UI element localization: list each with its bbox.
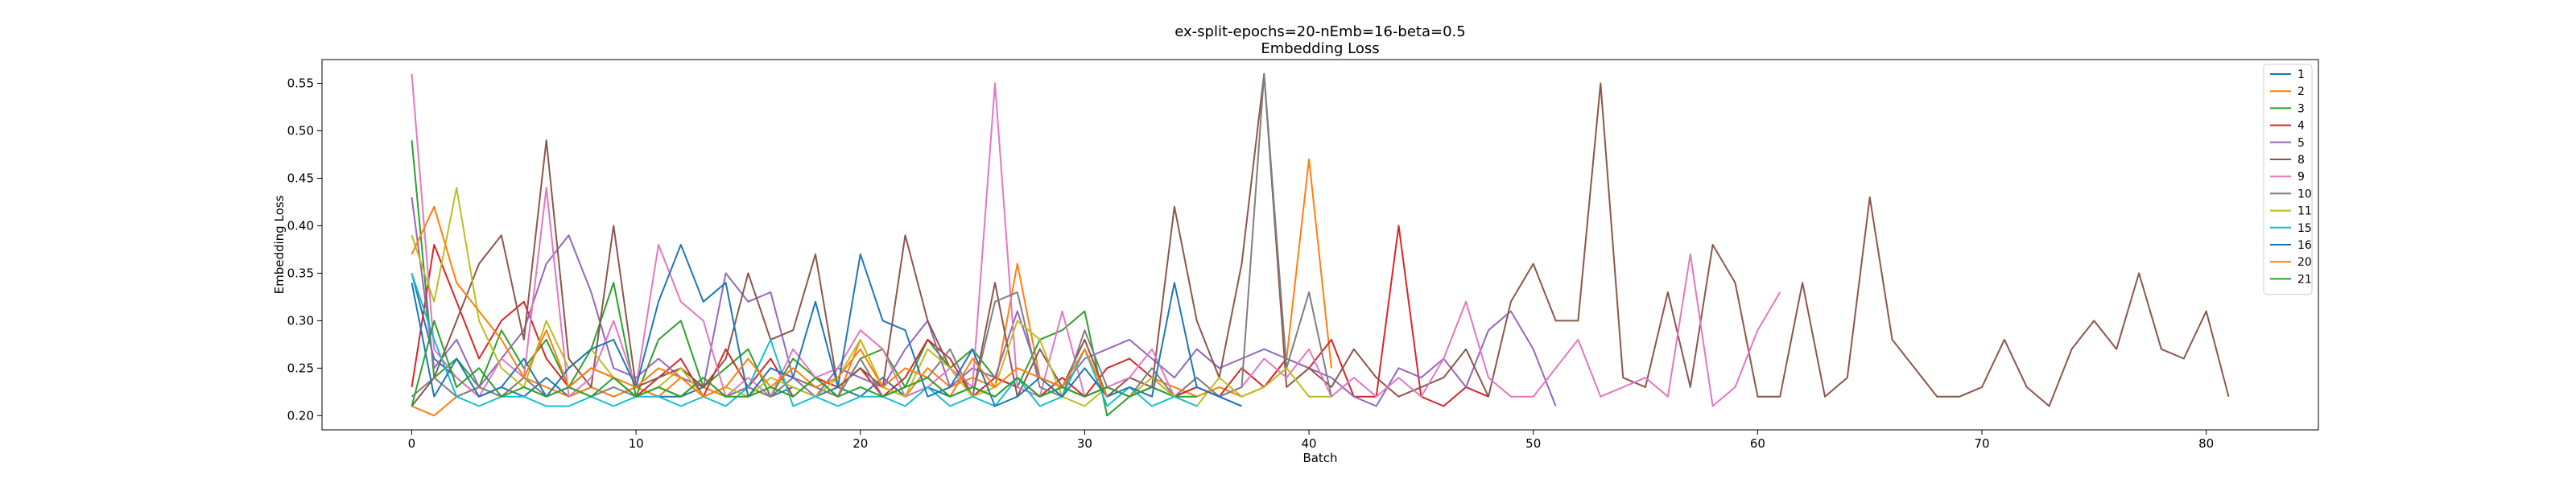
series-line-16 <box>411 244 1242 407</box>
y-tick-label: 0.25 <box>287 361 314 375</box>
x-tick-label: 10 <box>629 436 644 451</box>
legend: 1 2 3 4 5 8 9 10 11 15 16 20 21 <box>2263 64 2313 295</box>
legend-frame <box>2263 64 2313 295</box>
series-line-20 <box>411 205 1108 398</box>
x-tick-label: 30 <box>1077 436 1092 451</box>
y-tick-label: 0.35 <box>287 266 314 280</box>
chart-subtitle: Embedding Loss <box>1261 40 1379 57</box>
y-tick-label: 0.20 <box>287 408 314 423</box>
y-tick-label: 0.50 <box>287 123 314 138</box>
legend-label: 21 <box>2297 273 2312 286</box>
x-tick-label: 80 <box>2198 436 2214 451</box>
legend-label: 11 <box>2297 205 2312 218</box>
x-tick-label: 50 <box>1525 436 1541 451</box>
legend-label: 9 <box>2297 171 2305 184</box>
legend-label: 5 <box>2297 137 2305 150</box>
y-tick-label: 0.40 <box>287 218 314 233</box>
chart-title: ex-split-epochs=20-nEmb=16-beta=0.5 <box>1174 23 1465 40</box>
x-tick-label: 70 <box>1974 436 1989 451</box>
x-axis-label: Batch <box>1302 451 1337 465</box>
legend-label: 1 <box>2297 68 2305 81</box>
legend-label: 8 <box>2297 154 2305 167</box>
plot-area-frame <box>321 59 2319 431</box>
x-tick-label: 40 <box>1302 436 1317 451</box>
series-line-21 <box>411 320 1153 407</box>
legend-label: 16 <box>2297 239 2312 252</box>
y-tick-label: 0.55 <box>287 76 314 90</box>
legend-label: 4 <box>2297 120 2305 133</box>
x-tick-label: 20 <box>852 436 868 451</box>
y-axis: 0.20 0.25 0.30 0.35 0.40 0.45 0.50 0.55 <box>287 76 322 423</box>
series-line-9 <box>411 73 1781 407</box>
legend-label: 2 <box>2297 85 2305 98</box>
x-tick-label: 60 <box>1750 436 1765 451</box>
series-line-8 <box>411 72 2230 407</box>
y-tick-label: 0.30 <box>287 313 314 328</box>
y-axis-label: Embedding Loss <box>272 195 287 294</box>
legend-label: 15 <box>2297 222 2312 235</box>
x-axis: 0 10 20 30 40 50 60 70 80 <box>408 430 2214 451</box>
x-tick-label: 0 <box>408 436 416 451</box>
series-lines <box>411 72 2230 417</box>
legend-label: 10 <box>2297 188 2312 200</box>
y-tick-label: 0.45 <box>287 171 314 185</box>
legend-label: 20 <box>2297 256 2312 269</box>
legend-label: 3 <box>2297 102 2305 115</box>
